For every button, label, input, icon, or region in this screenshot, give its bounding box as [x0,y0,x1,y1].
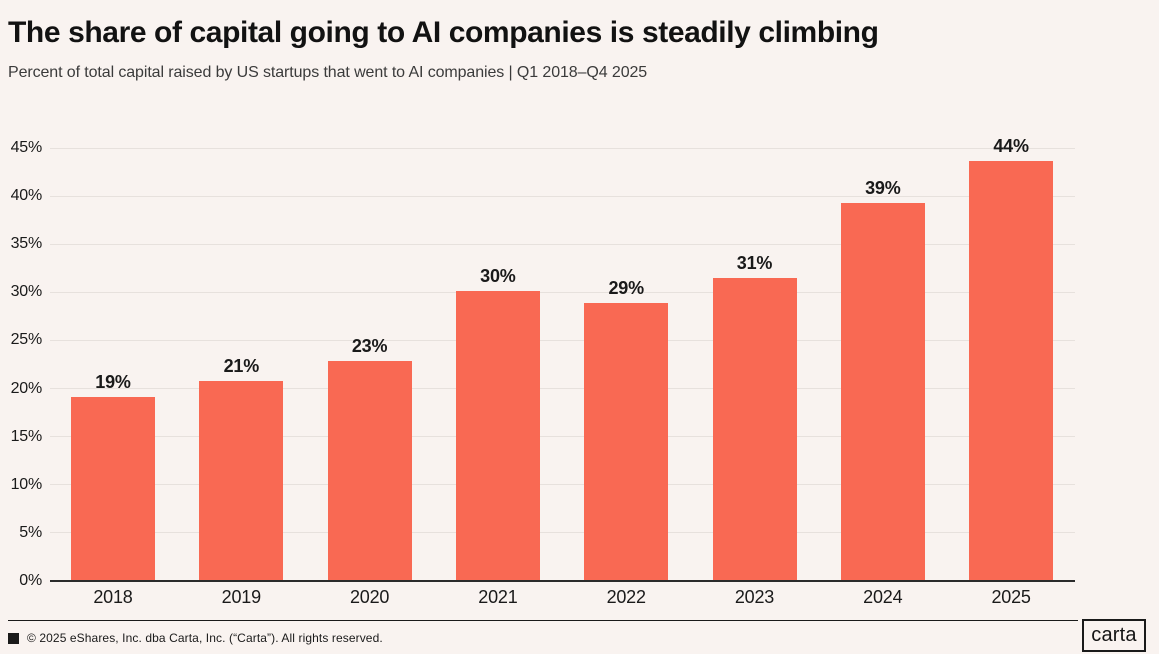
bar-value-label: 21% [223,355,260,376]
carta-logo: carta [1082,619,1146,652]
bar-value-label: 23% [351,335,388,356]
footer-divider [8,620,1078,621]
bar [969,161,1054,581]
gridline [50,243,1075,245]
footer-copyright-text: © 2025 eShares, Inc. dba Carta, Inc. (“C… [27,631,383,645]
y-axis-tick-label: 15% [10,427,43,445]
page-title: The share of capital going to AI compani… [8,16,879,49]
x-axis-line [50,580,1075,582]
gridline [50,147,1075,149]
y-axis-tick-label: 20% [10,379,43,397]
bar-value-label: 30% [480,266,516,287]
x-axis-tick-label: 2021 [478,587,518,607]
gridline [50,436,1075,438]
x-axis-tick-label: 2022 [606,587,646,607]
bar [199,380,284,581]
gridline [50,291,1075,293]
y-axis-tick-label: 10% [10,475,43,493]
bar [840,202,925,581]
y-axis-tick-label: 30% [10,283,43,301]
gridline [50,195,1075,197]
y-axis-tick-label: 5% [19,523,42,541]
bar-value-label: 31% [736,252,773,273]
bar [455,291,540,581]
x-axis-tick-label: 2020 [349,587,390,607]
x-axis-tick-label: 2019 [221,587,261,607]
y-axis-tick-label: 35% [10,235,43,253]
carta-logo-text: carta [1091,624,1137,646]
gridline [50,339,1075,341]
gridline [50,532,1075,534]
y-axis-tick-label: 45% [10,139,43,156]
y-axis-tick-label: 0% [19,572,42,589]
footer-square-icon [8,632,19,644]
bar-value-label: 19% [95,372,131,393]
gridline [50,484,1075,486]
bar-value-label: 44% [993,136,1029,157]
x-axis-tick-label: 2023 [734,587,775,607]
x-axis-tick-label: 2025 [991,587,1031,607]
x-axis-tick-label: 2018 [93,587,133,607]
gridline [50,388,1075,390]
bar-value-label: 29% [608,277,644,298]
bar [712,277,797,581]
y-axis-tick-label: 25% [10,331,43,349]
x-axis-tick-label: 2024 [863,587,903,607]
footer-copyright: © 2025 eShares, Inc. dba Carta, Inc. (“C… [8,630,383,646]
bar [584,302,669,581]
bar [327,360,412,581]
bar-value-label: 39% [865,177,901,198]
page-subtitle: Percent of total capital raised by US st… [8,64,648,81]
bar [71,397,155,581]
y-axis-tick-label: 40% [10,187,43,205]
